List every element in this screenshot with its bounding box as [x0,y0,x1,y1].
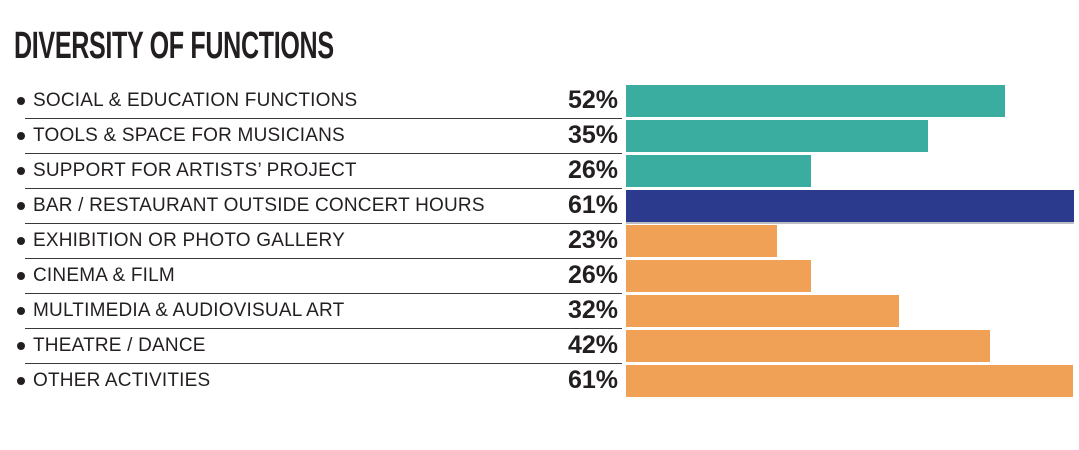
bullet-icon [17,131,25,140]
row-bar [626,259,811,292]
row-left: EXHIBITION OR PHOTO GALLERY 23% [0,223,622,259]
chart-row: SUPPORT FOR ARTISTS’ PROJECT 26% [0,153,1079,189]
chart-row: CINEMA & FILM 26% [0,258,1079,294]
row-label: SOCIAL & EDUCATION FUNCTIONS [33,89,358,111]
row-label: SUPPORT FOR ARTISTS’ PROJECT [33,159,357,181]
row-left: OTHER ACTIVITIES 61% [0,363,618,398]
row-value: 61% [567,191,618,219]
row-bar [626,119,929,152]
chart-row: THEATRE / DANCE 42% [0,328,1079,364]
bar-track [626,188,1079,223]
row-bar [626,154,811,187]
chart-row: TOOLS & SPACE FOR MUSICIANS 35% [0,118,1079,154]
row-value: 23% [567,226,618,254]
bullet-icon [17,236,25,245]
chart-row: BAR / RESTAURANT OUTSIDE CONCERT HOURS 6… [0,188,1079,224]
bar-track [626,223,1079,258]
bullet-icon [17,341,25,350]
bar-track [626,293,1079,328]
row-left: MULTIMEDIA & AUDIOVISUAL ART 32% [0,293,622,329]
row-divider [25,362,622,364]
row-divider [25,257,622,259]
bullet-icon [17,376,25,385]
chart-rows: SOCIAL & EDUCATION FUNCTIONS 52% TOOLS &… [0,83,1079,398]
bar-track [626,258,1079,293]
row-left: SUPPORT FOR ARTISTS’ PROJECT 26% [0,153,622,189]
bar-track [626,328,1079,363]
row-left: SOCIAL & EDUCATION FUNCTIONS 52% [0,83,622,119]
row-label: EXHIBITION OR PHOTO GALLERY [33,229,345,251]
row-value: 32% [567,296,618,324]
row-value: 35% [567,121,618,149]
bar-track [626,363,1079,398]
row-left: BAR / RESTAURANT OUTSIDE CONCERT HOURS 6… [0,188,622,224]
bullet-icon [17,271,25,280]
row-label: CINEMA & FILM [33,264,175,286]
row-bar [626,294,900,327]
bullet-icon [17,96,25,105]
row-left: THEATRE / DANCE 42% [0,328,622,364]
row-value: 26% [567,156,618,184]
row-divider [25,187,622,189]
row-divider [25,292,622,294]
row-left: CINEMA & FILM 26% [0,258,622,294]
chart-row: EXHIBITION OR PHOTO GALLERY 23% [0,223,1079,259]
chart-row: MULTIMEDIA & AUDIOVISUAL ART 32% [0,293,1079,329]
row-divider [25,327,622,329]
row-divider [25,117,622,119]
row-value: 52% [567,86,618,114]
row-label: MULTIMEDIA & AUDIOVISUAL ART [33,299,345,321]
row-bar [626,364,1074,397]
row-left: TOOLS & SPACE FOR MUSICIANS 35% [0,118,622,154]
row-value: 42% [567,331,618,359]
row-bar [626,189,1075,222]
row-bar [626,224,777,257]
bar-track [626,83,1079,118]
bar-track [626,153,1079,188]
row-bar [626,329,991,362]
row-label: BAR / RESTAURANT OUTSIDE CONCERT HOURS [33,194,485,216]
bullet-icon [17,306,25,315]
row-value: 61% [567,366,618,394]
row-bar [626,84,1006,117]
page-title: DIVERSITY OF FUNCTIONS [14,25,334,67]
row-value: 26% [567,261,618,289]
bullet-icon [17,201,25,210]
row-divider [25,222,622,224]
row-label: THEATRE / DANCE [33,334,206,356]
row-label: OTHER ACTIVITIES [33,369,211,391]
bar-track [626,118,1079,153]
row-label: TOOLS & SPACE FOR MUSICIANS [33,124,345,146]
chart-row: OTHER ACTIVITIES 61% [0,363,1079,398]
row-divider [25,152,622,154]
chart-row: SOCIAL & EDUCATION FUNCTIONS 52% [0,83,1079,119]
bullet-icon [17,166,25,175]
